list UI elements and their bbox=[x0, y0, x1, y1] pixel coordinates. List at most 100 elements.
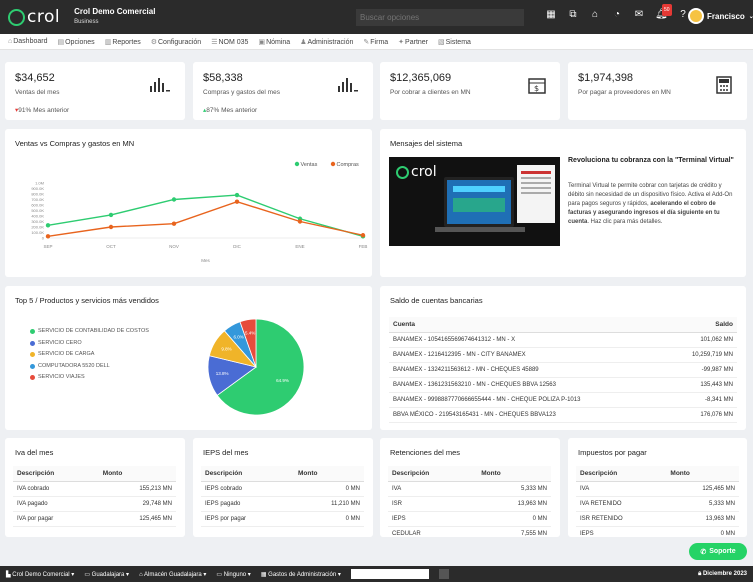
period-selector[interactable]: 🔒︎ Diciembre 2023 bbox=[698, 571, 747, 578]
table-row[interactable]: IEPS 0 MN bbox=[576, 526, 739, 537]
menu-item-7[interactable]: ✎Firma bbox=[363, 38, 388, 46]
menu-item-1[interactable]: ▤Opciones bbox=[57, 38, 94, 46]
kpi-card[interactable]: $34,652 Ventas del mes ▾91% Mes anterior bbox=[5, 62, 185, 120]
column-description[interactable]: Descripción bbox=[13, 466, 99, 482]
kpi-card[interactable]: $58,338 Compras y gastos del mes ▴87% Mes … bbox=[193, 62, 373, 120]
home-icon[interactable]: ⌂ bbox=[591, 9, 599, 20]
menu-item-8[interactable]: ✦Partner bbox=[398, 38, 428, 46]
message-body-bold: acelerando el cobro de facturas y asegur… bbox=[568, 201, 720, 225]
menu-item-3[interactable]: ⚙Configuración bbox=[151, 38, 201, 46]
pie-legend-item[interactable]: COMPUTADORA 5520 DELL bbox=[30, 361, 149, 373]
table-row[interactable]: ISR 13,963 MN bbox=[388, 496, 551, 512]
app-logo[interactable]: crol bbox=[8, 7, 60, 27]
mail-icon[interactable]: ✉ bbox=[634, 9, 644, 20]
bell-icon[interactable]: 🔔︎50 bbox=[655, 4, 672, 21]
table-row[interactable]: IVA 125,465 MN bbox=[576, 481, 739, 497]
column-amount[interactable]: Monto bbox=[477, 466, 551, 482]
table-row[interactable]: IEPS por pagar 0 MN bbox=[201, 511, 364, 527]
kpi-change: ▴87% Mes anterior bbox=[203, 106, 257, 114]
table-row[interactable]: BANAMEX - 1054165569674641312 - MN - X 10… bbox=[389, 332, 737, 348]
table-row[interactable]: IEPS cobrado 0 MN bbox=[201, 481, 364, 497]
balance-cell: -8,341 MN bbox=[667, 392, 737, 408]
table-row[interactable]: IEPS 0 MN bbox=[388, 511, 551, 527]
data-point-compras[interactable] bbox=[360, 233, 366, 238]
pie-slice[interactable] bbox=[239, 318, 257, 368]
department-switch[interactable]: ▭ Ninguno ▾ bbox=[216, 571, 251, 578]
promo-banner[interactable]: crol bbox=[389, 157, 560, 246]
menu-item-9[interactable]: ▧Sistema bbox=[438, 38, 471, 46]
data-point-compras[interactable] bbox=[108, 224, 114, 230]
table-row[interactable]: IVA pagado 29,748 MN bbox=[13, 496, 176, 512]
warehouse-switch[interactable]: ⌂ Almacén Guadalajara ▾ bbox=[139, 571, 207, 578]
bar-chart-icon bbox=[337, 76, 359, 97]
kpi-card[interactable]: $1,974,398 Por pagar a proveedores en MN bbox=[568, 62, 747, 120]
column-balance[interactable]: Saldo bbox=[667, 317, 737, 333]
legend-swatch bbox=[30, 363, 35, 369]
arrow-down-icon: ▾ bbox=[15, 107, 19, 114]
pie-legend-item[interactable]: SERVICIO VIAJES bbox=[30, 372, 149, 384]
table-row[interactable]: CEDULAR 7,555 MN bbox=[388, 526, 551, 537]
amount-cell: 11,210 MN bbox=[293, 496, 364, 512]
column-amount[interactable]: Monto bbox=[293, 466, 364, 482]
data-point-compras[interactable] bbox=[234, 199, 240, 204]
message-body-end[interactable]: . Haz clic para más detalles. bbox=[587, 219, 663, 225]
table-row[interactable]: IEPS pagado 11,210 MN bbox=[201, 496, 364, 512]
company-switch[interactable]: ▙ Crol Demo Comercial ▾ bbox=[6, 571, 75, 578]
search-input[interactable] bbox=[356, 9, 524, 26]
account-cell: BANAMEX - 1361231563210 - MN - CHEQUES B… bbox=[389, 377, 668, 393]
menu-item-5[interactable]: ▣Nómina bbox=[258, 38, 290, 46]
column-account[interactable]: Cuenta bbox=[389, 317, 668, 333]
menu-item-2[interactable]: ▥Reportes bbox=[105, 38, 141, 46]
pie-legend-item[interactable]: SERVICIO DE CARGA bbox=[30, 349, 149, 361]
data-point-compras[interactable] bbox=[297, 219, 303, 224]
pie-slice-label: 13.8% bbox=[216, 371, 229, 376]
column-description[interactable]: Descripción bbox=[201, 466, 294, 482]
copy-icon[interactable]: ⧉ bbox=[569, 9, 577, 20]
bottom-search-button[interactable] bbox=[438, 569, 449, 579]
data-point-ventas[interactable] bbox=[45, 223, 51, 228]
data-point-compras[interactable] bbox=[45, 234, 51, 239]
column-description[interactable]: Descripción bbox=[576, 466, 667, 482]
table-row[interactable]: BANAMEX - 1324211563612 - MN - CHEQUES 4… bbox=[389, 362, 737, 378]
help-icon[interactable]: ? bbox=[680, 9, 686, 20]
table-row[interactable]: BANAMEX - 1216412395 - MN - CITY BANAMEX… bbox=[389, 347, 737, 363]
expense-switch[interactable]: ▦ Gastos de Administración ▾ bbox=[260, 571, 341, 578]
kpi-value: $34,652 bbox=[15, 72, 55, 84]
support-button[interactable]: ✆ Soporte bbox=[689, 543, 747, 560]
description-cell: ISR bbox=[388, 496, 478, 512]
legend-label[interactable]: Compras bbox=[337, 162, 360, 168]
data-point-ventas[interactable] bbox=[234, 192, 240, 198]
menu-item-0[interactable]: ⌂Dashboard bbox=[8, 38, 47, 45]
table-row[interactable]: IVA RETENIDO 5,333 MN bbox=[576, 496, 739, 512]
x-axis-label: Mes bbox=[201, 258, 210, 263]
support-icon[interactable]: ◔ bbox=[613, 9, 621, 20]
table-row[interactable]: ISR RETENIDO 13,963 MN bbox=[576, 511, 739, 527]
column-amount[interactable]: Monto bbox=[666, 466, 739, 482]
column-description[interactable]: Descripción bbox=[388, 466, 478, 482]
company-selector[interactable]: Crol Demo Comercial Business bbox=[74, 7, 155, 27]
table-row[interactable]: BBVA MÉXICO - 219543165431 - MN - CHEQUE… bbox=[389, 407, 737, 423]
legend-label: SERVICIO CERO bbox=[38, 339, 82, 346]
message-body: Terminal Virtual te permite cobrar con t… bbox=[568, 182, 738, 227]
column-amount[interactable]: Monto bbox=[98, 466, 176, 482]
table-row[interactable]: IVA 5,333 MN bbox=[388, 481, 551, 497]
grid-icon[interactable]: ▦ bbox=[546, 9, 556, 20]
pie-legend-item[interactable]: SERVICIO CERO bbox=[30, 338, 149, 350]
user-menu[interactable]: Francisco ⌄ bbox=[688, 8, 753, 24]
table-row[interactable]: BANAMEX - 9998887770666655444 - MN - CHE… bbox=[389, 392, 737, 408]
table-row[interactable]: IVA cobrado 155,213 MN bbox=[13, 481, 176, 497]
legend-label[interactable]: Ventas bbox=[301, 162, 318, 168]
pie-legend-item[interactable]: SERVICIO DE CONTABILIDAD DE COSTOS bbox=[30, 326, 149, 338]
pie-slice[interactable] bbox=[216, 318, 305, 416]
kpi-card[interactable]: $12,365,069 Por cobrar a clientes en MN $ bbox=[380, 62, 560, 120]
bottom-search-input[interactable] bbox=[350, 569, 429, 579]
menu-item-4[interactable]: ☰NOM 035 bbox=[211, 38, 248, 46]
location-switch[interactable]: ▭ Guadalajara ▾ bbox=[84, 571, 130, 578]
table-row[interactable]: BANAMEX - 1361231563210 - MN - CHEQUES B… bbox=[389, 377, 737, 393]
bottom-warehouse: Almacén Guadalajara bbox=[144, 571, 202, 578]
data-point-compras[interactable] bbox=[171, 221, 177, 226]
menu-item-6[interactable]: ♟Administración bbox=[300, 38, 353, 46]
table-row[interactable]: IVA por pagar 125,465 MN bbox=[13, 511, 176, 527]
data-point-ventas[interactable] bbox=[108, 212, 114, 218]
data-point-ventas[interactable] bbox=[171, 197, 177, 202]
